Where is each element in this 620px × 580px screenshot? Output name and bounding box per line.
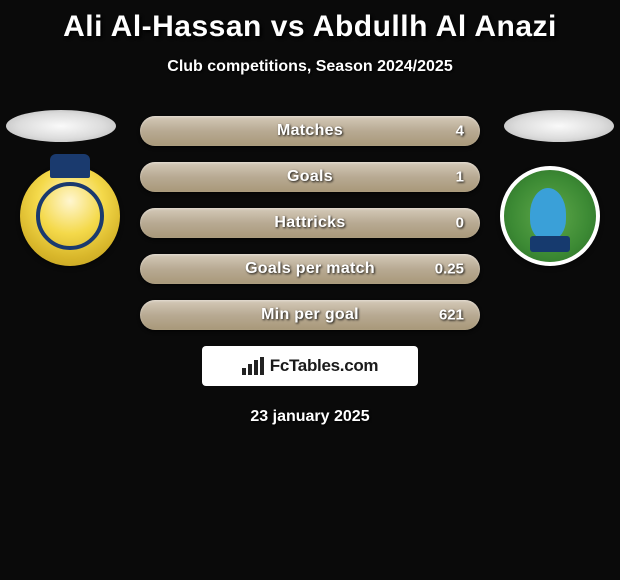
stat-row-min-per-goal: Min per goal 621 [140,300,480,330]
stat-label: Hattricks [274,214,345,232]
al-fateh-crest-icon [500,166,600,266]
stat-row-matches: Matches 4 [140,116,480,146]
team-right-logo [500,166,600,266]
bar-chart-icon [242,357,264,375]
stat-row-goals-per-match: Goals per match 0.25 [140,254,480,284]
stat-row-goals: Goals 1 [140,162,480,192]
page-title: Ali Al-Hassan vs Abdullh Al Anazi [0,0,620,44]
stat-row-hattricks: Hattricks 0 [140,208,480,238]
stat-value-right: 621 [439,307,464,324]
stat-value-right: 0 [456,215,464,232]
stat-rows: Matches 4 Goals 1 Hattricks 0 Goals per … [140,116,480,330]
stat-label: Goals per match [245,260,375,278]
stat-label: Matches [277,122,343,140]
season-subtitle: Club competitions, Season 2024/2025 [0,58,620,76]
team-left-logo [20,166,120,266]
fctables-badge[interactable]: FcTables.com [202,346,418,386]
right-logo-platform [504,110,614,142]
brand-label: FcTables.com [270,356,379,376]
stat-label: Min per goal [261,306,359,324]
stat-value-right: 4 [456,123,464,140]
snapshot-date: 23 january 2025 [0,408,620,426]
left-logo-platform [6,110,116,142]
comparison-area: Matches 4 Goals 1 Hattricks 0 Goals per … [0,116,620,426]
stat-value-right: 0.25 [435,261,464,278]
stat-label: Goals [287,168,333,186]
stat-value-right: 1 [456,169,464,186]
al-nassr-crest-icon [20,166,120,266]
